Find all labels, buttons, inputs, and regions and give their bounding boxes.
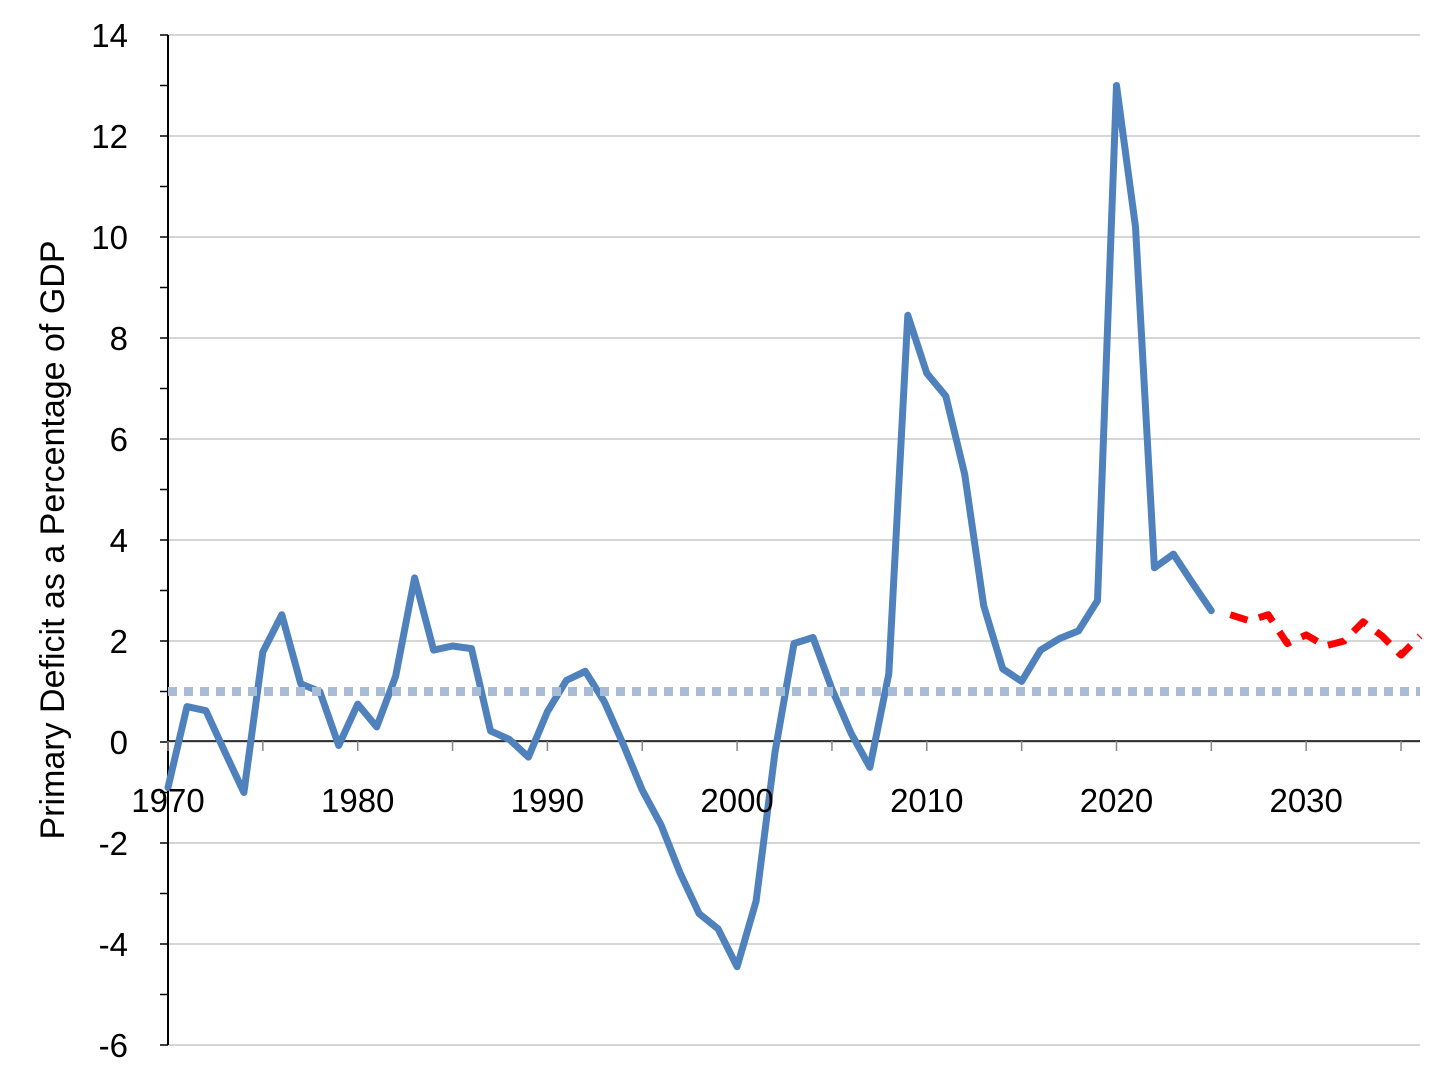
historical-line xyxy=(168,86,1211,967)
data-series xyxy=(165,82,1424,970)
y-tick-label: -4 xyxy=(99,926,128,963)
y-tick-label: -6 xyxy=(99,1027,128,1064)
x-tick-label: 2000 xyxy=(700,782,773,819)
y-tick-label: 2 xyxy=(110,623,128,660)
x-tick-label: 1970 xyxy=(131,782,204,819)
x-tick-label: 2010 xyxy=(890,782,963,819)
y-axis-title: Primary Deficit as a Percentage of GDP xyxy=(34,240,72,839)
x-tick-label: 2020 xyxy=(1080,782,1153,819)
x-tick-label: 2030 xyxy=(1269,782,1342,819)
y-tick-label: 8 xyxy=(110,320,128,357)
gridlines xyxy=(168,35,1420,1045)
y-tick-label: 10 xyxy=(91,219,128,256)
y-tick-label: 0 xyxy=(110,724,128,761)
x-tick-label: 1980 xyxy=(321,782,394,819)
x-tick-label: 1990 xyxy=(511,782,584,819)
y-tick-label: 4 xyxy=(110,522,128,559)
y-tick-label: 14 xyxy=(91,17,128,54)
y-tick-label: -2 xyxy=(99,825,128,862)
y-tick-label: 12 xyxy=(91,118,128,155)
y-tick-label: 6 xyxy=(110,421,128,458)
